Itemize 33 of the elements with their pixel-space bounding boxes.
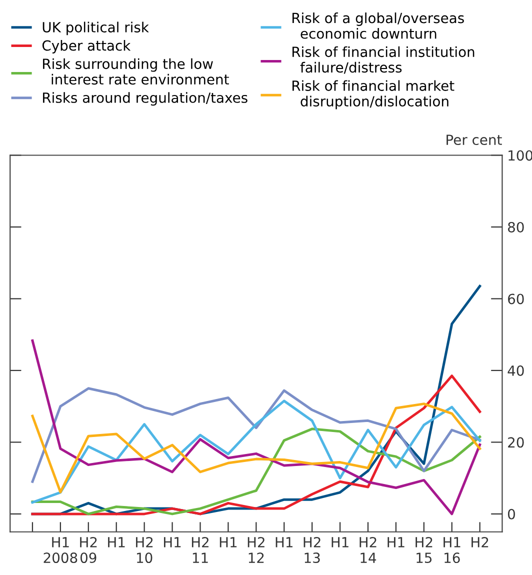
y-tick-label: 0 — [508, 508, 515, 520]
legend-label: Risk surrounding the low interest rate environment — [43, 58, 229, 85]
line-series — [31, 374, 482, 516]
x-tick-label: H1 — [388, 537, 404, 548]
y-tick-label: 60 — [508, 294, 524, 304]
x-tick-label: H2 15 — [416, 536, 432, 564]
x-tick-label: H2 11 — [192, 536, 208, 563]
x-tick-label: H2 — [472, 536, 488, 548]
x-tick-label: H1 — [276, 537, 292, 548]
x-tick-label: H2 12 — [248, 536, 264, 563]
y-axis-title: Per cent — [446, 134, 502, 146]
y-tick-label: 40 — [508, 365, 524, 376]
y-tick-label: 80 — [508, 222, 524, 232]
x-tick-label: H1 — [164, 537, 181, 548]
line-series — [31, 387, 482, 483]
x-tick-label: H1 — [220, 537, 237, 548]
x-tick-label: H2 14 — [360, 536, 376, 563]
legend-label: Risk of financial market disruption/dislocation — [292, 80, 454, 110]
x-tick-label: H2 10 — [136, 536, 153, 564]
line-series — [31, 339, 482, 516]
y-tick-label: 20 — [508, 437, 524, 448]
legend-label: Risks around regulation/taxes — [43, 92, 248, 106]
x-tick-label: H2 13 — [304, 536, 320, 564]
legend-label: Risk of a global/overseas economic downturn — [292, 12, 464, 39]
line-series — [31, 428, 482, 516]
legend-label: UK political risk — [42, 22, 149, 36]
legend-label: Risk of financial institution failure/distress — [292, 46, 474, 74]
x-tick-label: H1 — [108, 537, 125, 548]
x-tick-label: H1 — [332, 537, 348, 548]
x-tick-label: H2 09 — [80, 536, 97, 564]
x-tick-label: H1 16 — [444, 537, 460, 564]
x-tick-label: H1 2008 — [44, 537, 78, 564]
legend-label: Cyber attack — [42, 40, 131, 54]
